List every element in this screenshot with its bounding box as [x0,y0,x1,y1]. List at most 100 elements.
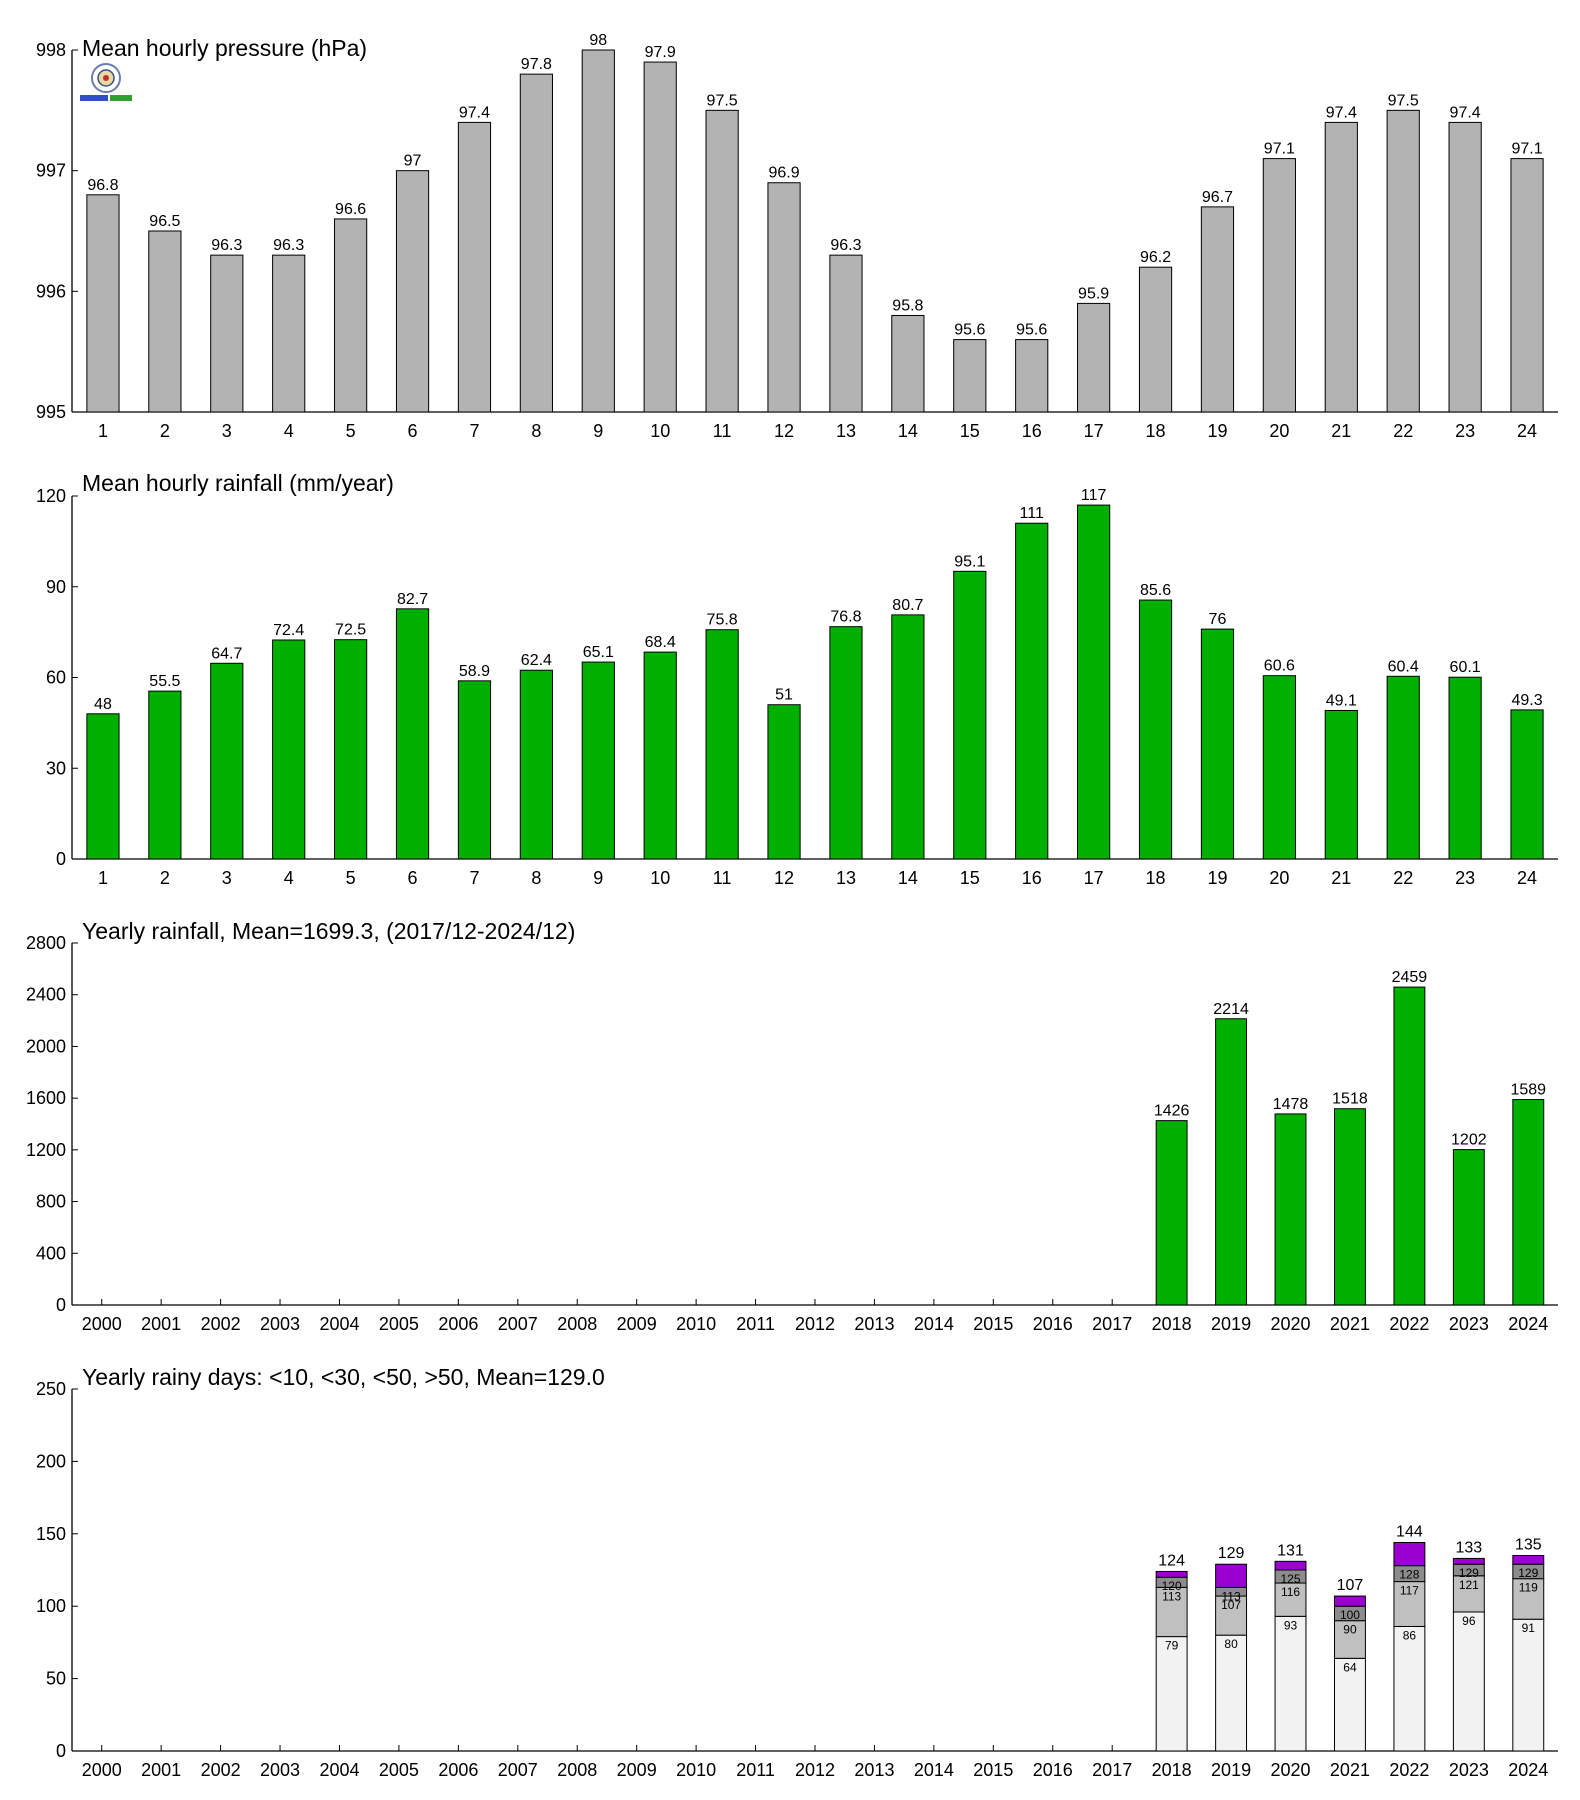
x-tick-label: 2019 [1211,1760,1251,1780]
x-tick-label: 2003 [260,1760,300,1780]
bar-value-label: 95.9 [1078,285,1109,302]
x-tick-label: 2009 [617,1314,657,1334]
x-tick-label: 2005 [379,1314,419,1334]
bar-value-label: 96.6 [335,201,366,218]
y-tick-label: 995 [36,402,66,422]
y-tick-label: 90 [46,577,66,597]
bar-value-label: 96.3 [211,237,242,254]
pressure-chart: Mean hourly pressure (hPa) 9959969979981… [36,32,1558,441]
x-tick-label: 14 [898,868,918,888]
x-tick-label: 2022 [1389,1760,1429,1780]
bar [891,314,925,413]
bar-value-label: 97.8 [521,56,552,73]
x-tick-label: 2014 [914,1314,954,1334]
bar [643,651,677,860]
bar [395,170,430,413]
bar [829,254,863,413]
x-tick-label: 2013 [854,1314,894,1334]
bar [148,230,182,413]
x-tick-label: 2008 [557,1314,597,1334]
bar-value-label: 1478 [1273,1096,1309,1113]
stack-segment-label: 91 [1522,1621,1536,1635]
stack-total-label: 124 [1158,1552,1185,1569]
stack-segment-label: 93 [1284,1618,1298,1632]
stack-segment-label: 64 [1343,1660,1357,1674]
stack-segment-label: 96 [1462,1614,1476,1628]
bar [210,254,244,413]
bar-value-label: 95.6 [1016,322,1047,339]
bar-value-label: 60.4 [1388,658,1419,675]
bar [1324,121,1358,413]
stack-segment-label: 125 [1281,1572,1301,1586]
stack-segment [1334,1620,1366,1659]
bar-value-label: 97.5 [707,92,738,109]
chart-title: Mean hourly pressure (hPa) [82,35,367,61]
chart-title: Mean hourly rainfall (mm/year) [82,470,394,496]
y-tick-label: 0 [56,849,66,869]
x-tick-label: 2015 [973,1760,1013,1780]
bar-value-label: 55.5 [149,673,180,690]
y-tick-label: 400 [36,1243,66,1263]
x-tick-label: 23 [1455,868,1475,888]
bar [272,254,306,413]
bar-value-label: 1426 [1154,1103,1190,1120]
bar [457,121,492,413]
y-tick-label: 2000 [26,1036,66,1056]
stack-total-label: 144 [1396,1523,1423,1540]
bar [1155,1120,1188,1306]
bar [1393,986,1426,1306]
y-tick-label: 2400 [26,985,66,1005]
x-tick-label: 21 [1331,868,1351,888]
bar [148,690,182,860]
x-tick-label: 2007 [498,1760,538,1780]
stack-segment-label: 117 [1400,1584,1419,1598]
bar [1324,709,1358,860]
bar [86,713,120,860]
stack-segment-label: 113 [1222,1589,1241,1603]
bar [210,662,244,860]
lab-logo [80,63,132,101]
bar-value-label: 82.7 [397,591,428,608]
bar [334,639,368,860]
x-tick-label: 15 [960,868,980,888]
bar-value-label: 97.4 [1326,104,1357,121]
bar [1015,339,1049,413]
y-tick-label: 1600 [26,1088,66,1108]
bar [953,570,987,860]
bar-value-label: 62.4 [521,652,552,669]
x-tick-label: 12 [774,421,794,441]
stack-segment [1155,1586,1188,1638]
x-tick-label: 7 [469,421,479,441]
bar [767,182,801,413]
x-tick-label: 8 [531,868,541,888]
stack-segment-label: 116 [1281,1585,1300,1599]
hourly-rainfall-chart: Mean hourly rainfall (mm/year) 030609012… [36,470,1558,888]
bar [1448,676,1482,860]
x-tick-label: 2010 [676,1314,716,1334]
bar [581,661,615,860]
stack-segment [1393,1625,1426,1752]
x-tick-label: 2010 [676,1760,716,1780]
y-tick-label: 0 [56,1741,66,1761]
x-tick-label: 2002 [201,1760,241,1780]
stack-segment [1393,1541,1426,1567]
yearly-rainy-days-chart: Yearly rainy days: <10, <30, <50, >50, M… [36,1364,1558,1780]
y-tick-label: 996 [36,281,66,301]
y-tick-label: 1200 [26,1140,66,1160]
x-tick-label: 14 [898,421,918,441]
bar-value-label: 58.9 [459,663,490,680]
y-tick-label: 30 [46,758,66,778]
bar [829,626,863,860]
x-tick-label: 2011 [736,1314,775,1334]
bar [1138,599,1173,860]
x-tick-label: 2013 [854,1760,894,1780]
bar [395,608,430,860]
x-tick-label: 2018 [1152,1314,1192,1334]
x-tick-label: 2022 [1389,1314,1429,1334]
x-tick-label: 2012 [795,1314,835,1334]
stack-segment [1274,1615,1307,1752]
bar-value-label: 60.6 [1264,658,1295,675]
bar-value-label: 76 [1209,611,1227,628]
x-tick-label: 2015 [973,1314,1013,1334]
